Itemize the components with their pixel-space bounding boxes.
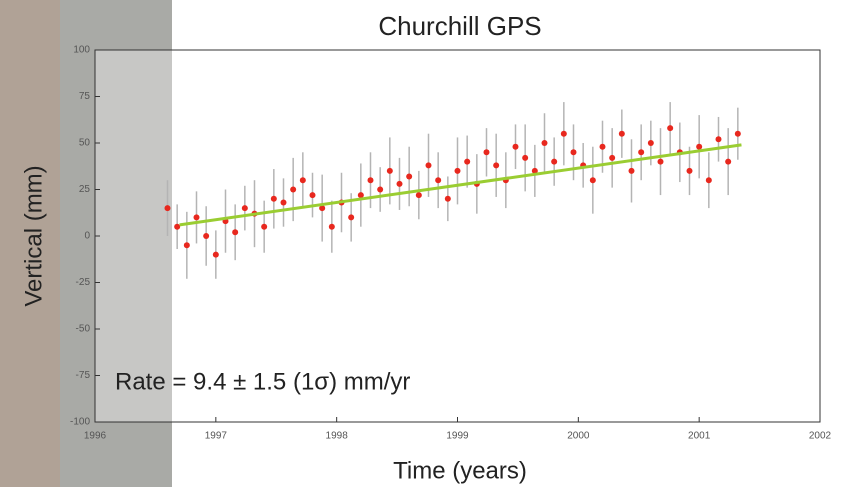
data-point [667, 125, 674, 132]
data-point [638, 149, 645, 156]
data-point [493, 162, 500, 169]
data-point [232, 229, 239, 236]
data-point [357, 192, 364, 199]
data-point [193, 214, 200, 221]
data-point [367, 177, 374, 184]
data-point [657, 158, 664, 165]
data-point [734, 130, 741, 137]
data-point [696, 143, 703, 150]
data-point [599, 143, 606, 150]
data-point [551, 158, 558, 165]
data-point [164, 205, 171, 212]
y-tick-label: -50 [76, 324, 91, 335]
y-tick-label: 100 [73, 45, 90, 56]
y-tick-label: 0 [84, 231, 90, 242]
data-point [261, 223, 268, 230]
data-point [589, 177, 596, 184]
y-tick-label: -25 [76, 277, 91, 288]
data-point [348, 214, 355, 221]
data-point [686, 167, 693, 174]
data-point [299, 177, 306, 184]
data-point [290, 186, 297, 193]
data-point [570, 149, 577, 156]
x-tick-label: 1997 [205, 431, 228, 442]
x-tick-label: 1996 [84, 431, 107, 442]
data-point [609, 154, 616, 161]
photo-strip-tone [0, 0, 60, 487]
x-tick-label: 2001 [688, 431, 711, 442]
y-tick-label: -75 [76, 370, 91, 381]
data-point [531, 167, 538, 174]
data-point [174, 223, 181, 230]
x-tick-label: 1999 [446, 431, 469, 442]
data-point [377, 186, 384, 193]
trend-line [179, 143, 742, 227]
data-point [415, 192, 422, 199]
y-axis-label: Vertical (mm) [20, 165, 47, 306]
data-point [203, 233, 210, 239]
chart-title: Churchill GPS [378, 11, 541, 41]
data-point [270, 195, 277, 202]
data-point [628, 167, 635, 174]
data-point [280, 199, 287, 206]
data-point [425, 162, 432, 169]
x-tick-label: 2000 [567, 431, 590, 442]
data-point [386, 167, 393, 174]
data-point [705, 177, 712, 184]
data-point [309, 192, 316, 199]
data-point [444, 195, 451, 202]
y-tick-label: 50 [79, 138, 91, 149]
data-point [406, 173, 413, 180]
y-tick-label: 25 [79, 184, 91, 195]
data-point [725, 158, 732, 165]
x-tick-label: 2002 [809, 431, 832, 442]
data-point [241, 205, 248, 212]
data-point [396, 180, 403, 187]
data-point [541, 140, 548, 146]
x-tick-label: 1998 [326, 431, 349, 442]
y-tick-label: -100 [70, 417, 90, 428]
data-point [454, 167, 461, 174]
data-point [319, 205, 326, 212]
data-point [435, 177, 442, 184]
marks [164, 102, 742, 279]
x-axis-label: Time (years) [393, 457, 527, 484]
data-point [647, 140, 654, 146]
data-point [618, 130, 625, 137]
data-point [512, 143, 519, 150]
data-point [522, 154, 529, 161]
annotation: Rate = 9.4 ± 1.5 (1σ) mm/yr [115, 368, 410, 395]
data-point [715, 136, 722, 143]
data-point [483, 149, 490, 156]
data-point [183, 242, 190, 249]
data-point [464, 158, 471, 165]
y-tick-label: 75 [79, 91, 91, 102]
data-point [560, 130, 567, 137]
data-point [328, 223, 335, 230]
data-point [212, 251, 219, 258]
